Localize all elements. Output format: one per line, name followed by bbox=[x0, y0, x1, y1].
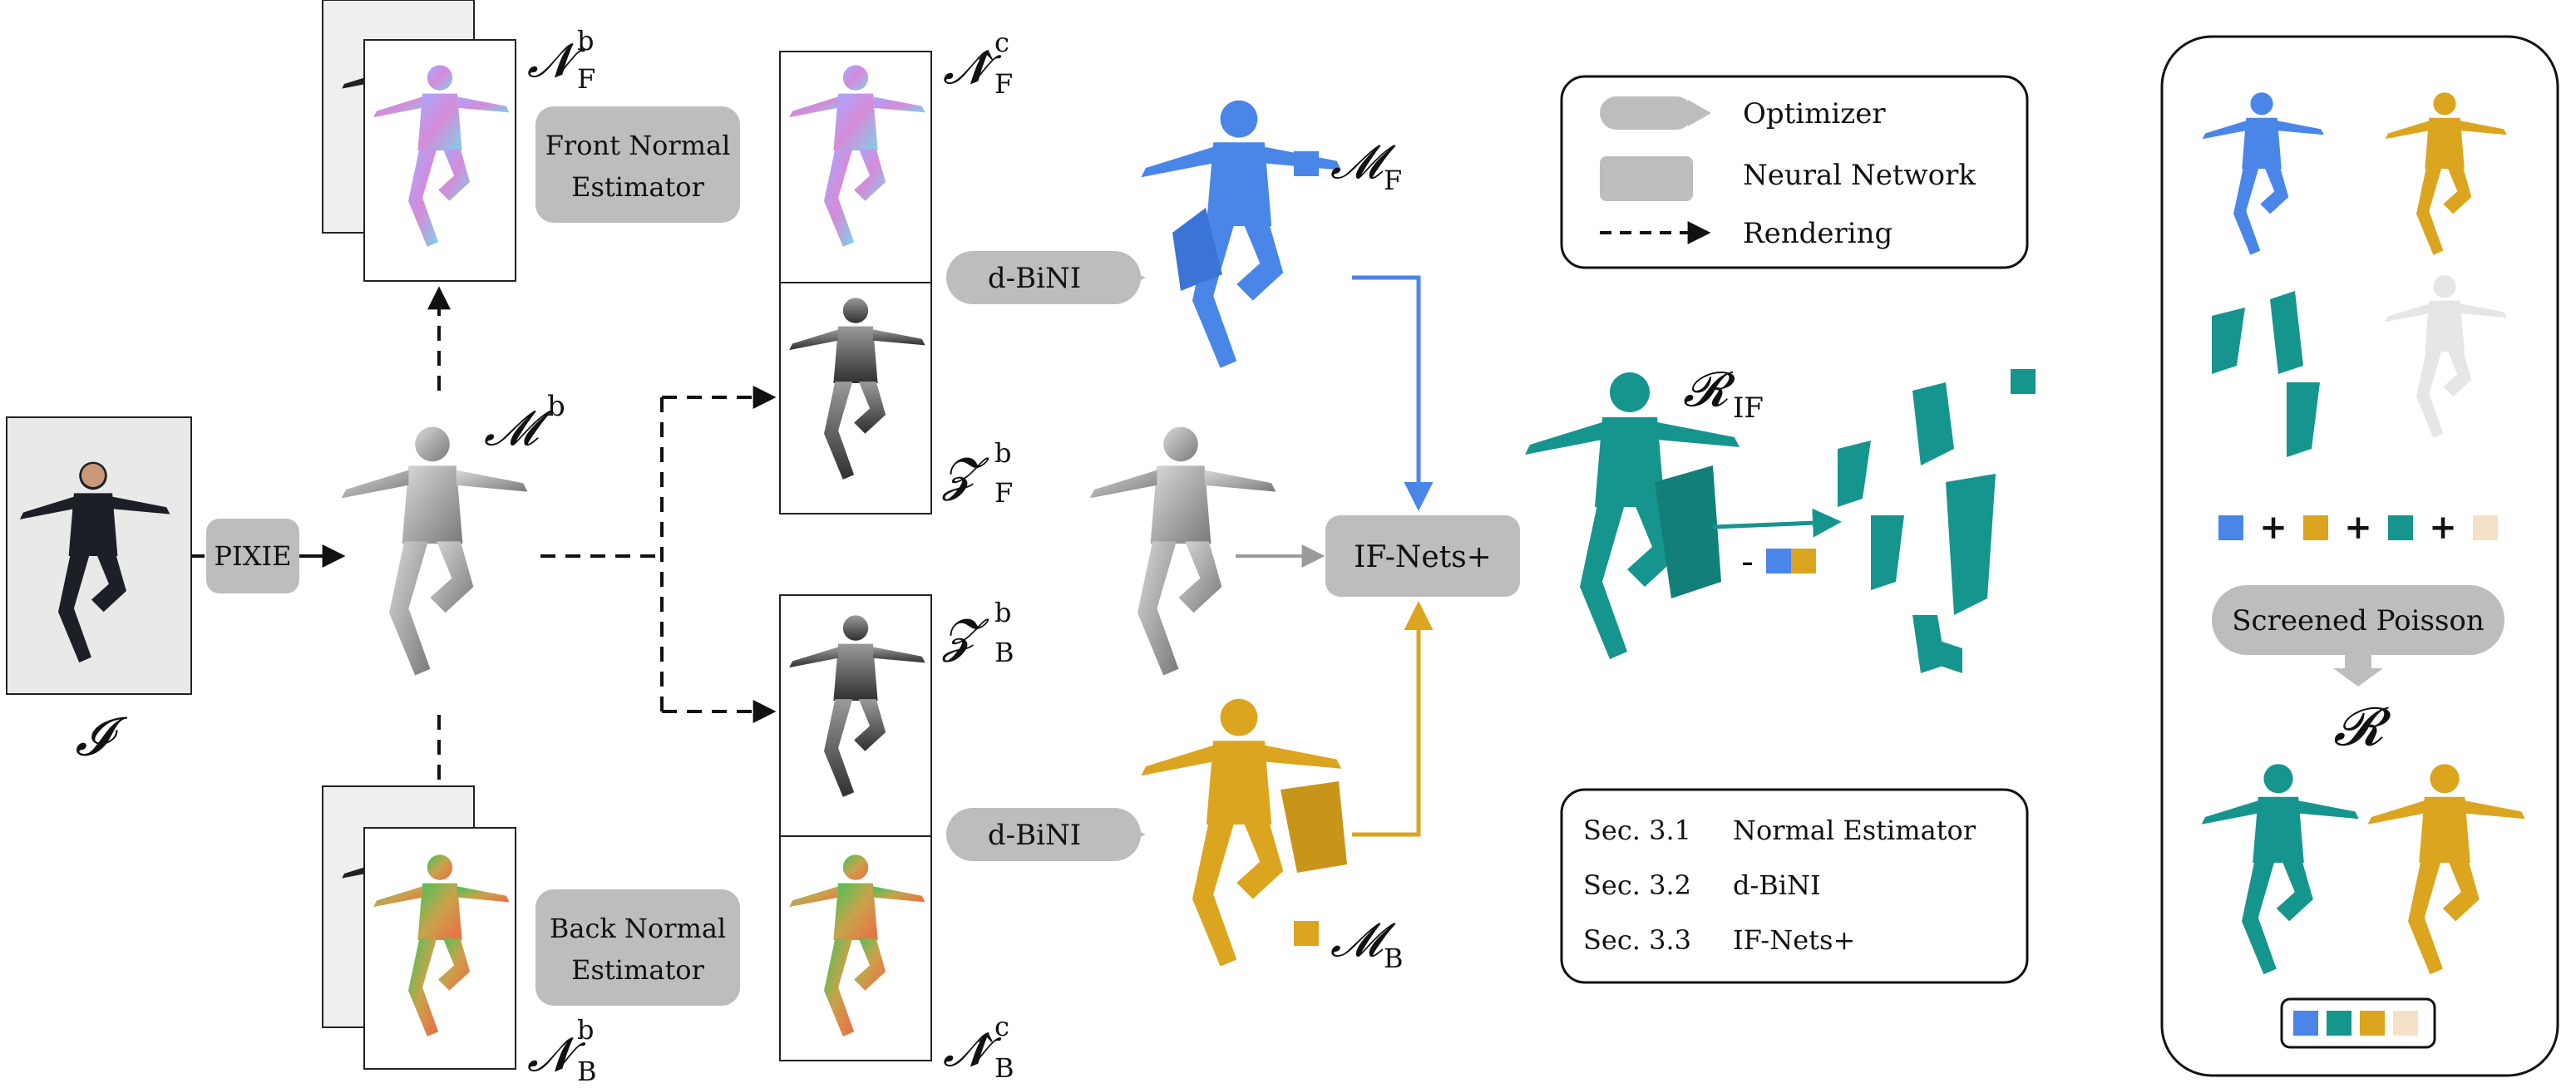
front-mesh-blue bbox=[1141, 100, 1342, 368]
minus-label: - bbox=[1741, 540, 1754, 583]
legend-neural-network-icon bbox=[1600, 156, 1693, 201]
section-2-num: Sec. 3.2 bbox=[1583, 869, 1691, 901]
input-image bbox=[6, 416, 192, 695]
ifnets-mesh-teal bbox=[1525, 372, 1740, 659]
section-legend: Sec. 3.1 Normal Estimator Sec. 3.2 d-BiN… bbox=[1560, 788, 2029, 984]
back-normal-estimator-line2: Estimator bbox=[571, 954, 704, 986]
screened-poisson-box: Screened Poisson bbox=[2212, 585, 2504, 687]
smpl-body-label: 𝓜 bbox=[484, 400, 552, 456]
residual-mesh-teal bbox=[1838, 382, 1996, 673]
ifnets-box: IF-Nets+ bbox=[1325, 515, 1520, 597]
panel-swatch-beige bbox=[2473, 515, 2498, 540]
smpl-body-sup: b bbox=[547, 390, 565, 423]
back-mesh-gold bbox=[1141, 698, 1347, 967]
zf-b-sup: b bbox=[994, 437, 1011, 469]
zb-b-label: 𝓩 bbox=[942, 609, 989, 663]
ifnets-label: IF-Nets+ bbox=[1354, 540, 1492, 574]
pixie-box: PIXIE bbox=[206, 519, 299, 593]
section-3-num: Sec. 3.3 bbox=[1583, 924, 1691, 956]
smpl-body-mesh bbox=[341, 426, 528, 676]
nb-b-sup: b bbox=[577, 1014, 594, 1046]
legend-optimizer-label: Optimizer bbox=[1743, 97, 1886, 130]
panel-swatch-gold bbox=[2303, 515, 2328, 540]
minus-gold-swatch bbox=[1791, 549, 1816, 574]
plus-2: + bbox=[2344, 508, 2372, 547]
plus-1: + bbox=[2259, 508, 2287, 547]
front-normal-estimator-box: Front Normal Estimator bbox=[535, 106, 740, 223]
section-2-name: d-BiNI bbox=[1733, 869, 1821, 901]
zf-b-label: 𝓩 bbox=[942, 448, 989, 502]
back-normal-estimator-box: Back Normal Estimator bbox=[535, 889, 740, 1006]
zb-b-sub: B bbox=[994, 637, 1014, 668]
legend-optimizer-icon bbox=[1600, 96, 1711, 130]
r-final-label: 𝓡 bbox=[2333, 697, 2391, 758]
plus-3: + bbox=[2429, 508, 2457, 547]
nb-c-sup: c bbox=[994, 1011, 1009, 1042]
nb-b-sub: B bbox=[577, 1056, 597, 1087]
back-normal-estimator-line1: Back Normal bbox=[550, 913, 726, 944]
final-swatch-beige bbox=[2393, 1011, 2418, 1036]
section-1-num: Sec. 3.1 bbox=[1583, 815, 1691, 846]
minus-blue-swatch bbox=[1766, 549, 1791, 574]
nb-c-label: 𝓝̂ bbox=[943, 1023, 1002, 1077]
nf-b-sub: F bbox=[577, 63, 595, 95]
dbini-bottom-label: d-BiNI bbox=[988, 819, 1081, 852]
zf-b-sub: F bbox=[994, 477, 1013, 509]
mf-sub: F bbox=[1384, 165, 1402, 196]
front-normal-estimator-line2: Estimator bbox=[571, 171, 704, 203]
zb-b-sup: b bbox=[994, 597, 1011, 628]
mb-sub: B bbox=[1384, 943, 1404, 974]
nb-c-sub: B bbox=[994, 1052, 1014, 1084]
dbini-bottom-box: d-BiNI bbox=[946, 808, 1146, 861]
back-clothed-normal-image bbox=[779, 835, 932, 1061]
final-swatch-blue bbox=[2293, 1011, 2318, 1036]
front-normal-estimator-line1: Front Normal bbox=[545, 130, 731, 161]
final-swatch-gold bbox=[2360, 1011, 2385, 1036]
legend-neural-network-label: Neural Network bbox=[1743, 159, 1976, 192]
front-depth-image bbox=[779, 282, 932, 514]
residual-color-swatch bbox=[2011, 369, 2036, 394]
final-fusion-panel: + + + Screened Poisson 𝓡 bbox=[2160, 35, 2559, 1077]
legend: Optimizer Neural Network Rendering bbox=[1560, 75, 2029, 269]
legend-rendering-label: Rendering bbox=[1743, 217, 1893, 250]
dbini-top-box: d-BiNI bbox=[946, 251, 1146, 304]
rif-sub: IF bbox=[1733, 391, 1764, 425]
mb-color-swatch bbox=[1294, 921, 1319, 946]
smpl-body-mesh-2 bbox=[1089, 426, 1276, 676]
mf-color-swatch bbox=[1294, 151, 1319, 176]
nf-c-sup: c bbox=[994, 27, 1009, 58]
panel-mesh-teal bbox=[2212, 291, 2320, 457]
nf-c-sub: F bbox=[994, 68, 1013, 100]
section-3-name: IF-Nets+ bbox=[1733, 924, 1855, 956]
dbini-top-label: d-BiNI bbox=[988, 262, 1081, 295]
panel-swatch-teal bbox=[2388, 515, 2413, 540]
back-body-normal-image bbox=[322, 785, 516, 1070]
back-depth-image bbox=[779, 594, 932, 837]
pixie-label: PIXIE bbox=[215, 540, 292, 572]
screened-poisson-label: Screened Poisson bbox=[2232, 604, 2485, 638]
nf-b-sup: b bbox=[577, 25, 594, 57]
input-image-label: 𝓘 bbox=[75, 706, 127, 768]
section-1-name: Normal Estimator bbox=[1733, 815, 1976, 846]
panel-swatch-blue bbox=[2218, 515, 2243, 540]
nf-c-label: 𝓝̂ bbox=[943, 41, 1002, 95]
front-body-normal-image bbox=[322, 0, 516, 282]
front-clothed-normal-image bbox=[779, 51, 932, 283]
rif-label: 𝓡 bbox=[1683, 361, 1736, 417]
final-swatch-teal bbox=[2327, 1011, 2351, 1036]
